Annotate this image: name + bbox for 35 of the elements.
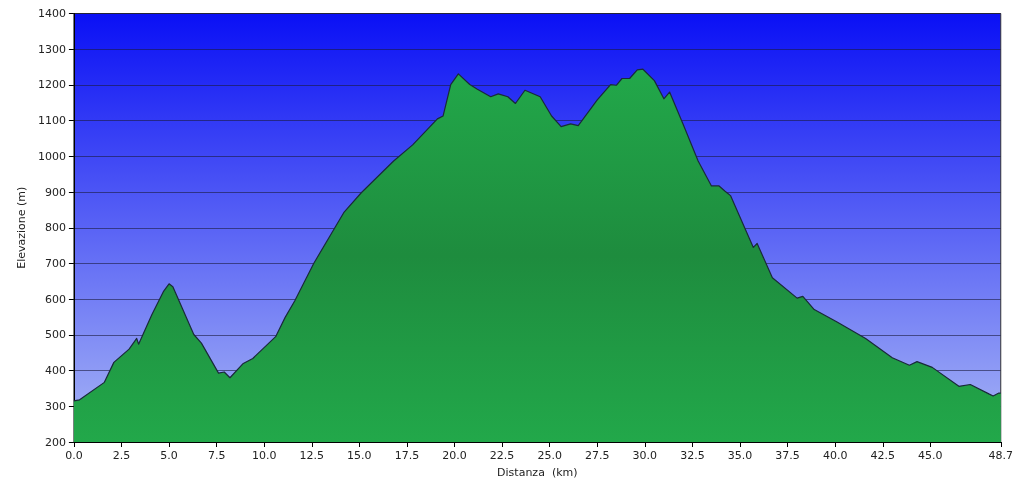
y-tick-label: 1000	[37, 149, 66, 163]
x-axis-title: Distanza (km)	[497, 466, 578, 479]
x-tick-label: 5.0	[160, 449, 178, 462]
x-tick-label: 12.5	[299, 449, 325, 462]
y-tick-label: 1300	[37, 42, 66, 56]
x-tick-label: 2.5	[112, 449, 131, 462]
y-axis-title: Elevazione (m)	[15, 186, 28, 269]
y-tick-label: 1100	[37, 114, 66, 128]
x-tick-label: 15.0	[347, 449, 372, 462]
x-tick-label: 37.5	[775, 449, 800, 462]
x-tick-label: 40.0	[822, 449, 848, 462]
x-tick-label: 25.0	[537, 449, 562, 462]
x-tick-label: 0.0	[65, 449, 83, 462]
x-tick-label: 30.0	[632, 449, 658, 462]
x-tick-label: 27.5	[585, 449, 610, 462]
x-tick-label: 20.0	[442, 449, 467, 462]
y-tick-label: 900	[44, 185, 66, 199]
y-tick-label: 200	[44, 435, 66, 449]
x-tick-label: 45.0	[918, 449, 943, 462]
x-tick-label: 22.5	[489, 449, 515, 462]
x-tick-label: 7.5	[207, 449, 226, 462]
y-tick-label: 400	[44, 364, 66, 378]
x-tick-label: 10.0	[251, 449, 277, 462]
x-tick-label: 32.5	[680, 449, 705, 462]
y-tick-label: 1200	[37, 78, 66, 92]
y-tick-label: 1400	[37, 7, 66, 20]
x-tick-label: 17.5	[394, 449, 420, 462]
x-tick-label: 42.5	[870, 449, 896, 462]
x-tick-label: 48.7	[988, 449, 1013, 462]
x-tick-label: 35.0	[727, 449, 753, 462]
y-tick-label: 700	[44, 256, 66, 270]
y-tick-label: 800	[44, 221, 66, 235]
y-tick-label: 500	[44, 328, 66, 342]
y-tick-label: 600	[44, 292, 66, 306]
y-tick-label: 300	[44, 399, 66, 413]
